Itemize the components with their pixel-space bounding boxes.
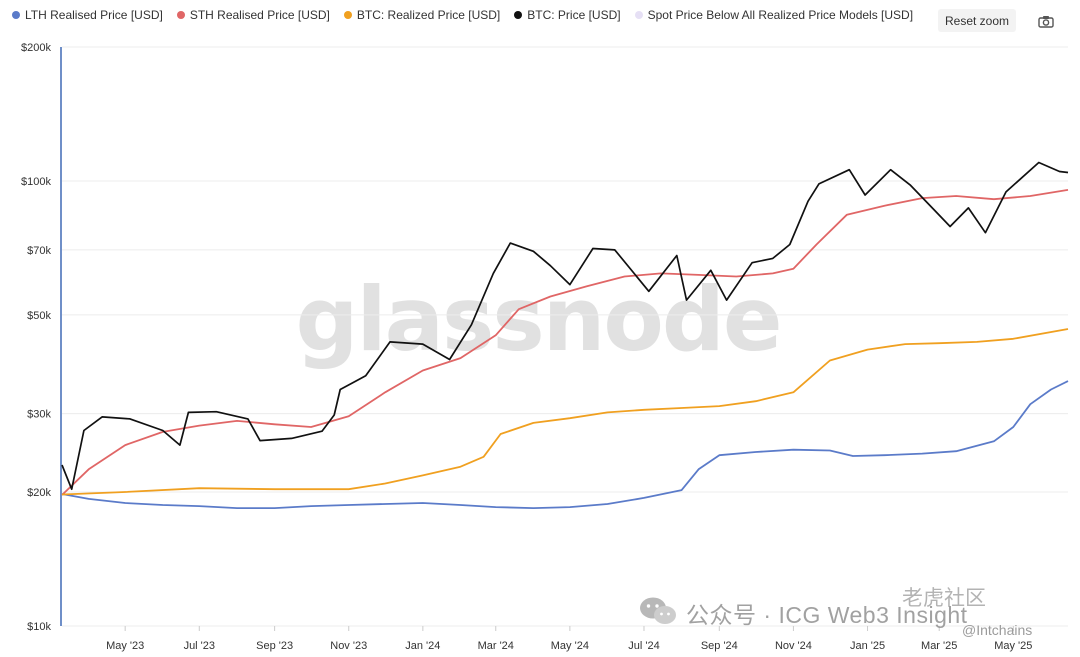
glassnode-watermark: glassnode xyxy=(295,268,780,371)
legend-marker xyxy=(176,11,185,19)
legend-label: STH Realised Price [USD] xyxy=(189,8,330,22)
series-line xyxy=(61,189,1069,496)
legend-item[interactable]: BTC: Realized Price [USD] xyxy=(343,8,501,22)
x-tick-label: Jul '23 xyxy=(184,640,215,652)
x-tick-label: May '25 xyxy=(994,640,1032,652)
legend-marker xyxy=(514,11,523,19)
x-tick-label: May '23 xyxy=(106,640,144,652)
legend-label: BTC: Price [USD] xyxy=(527,8,621,22)
legend-label: BTC: Realized Price [USD] xyxy=(356,8,501,22)
x-tick-label: Jan '25 xyxy=(850,640,885,652)
series-line xyxy=(61,380,1069,509)
chart-legend: LTH Realised Price [USD] STH Realised Pri… xyxy=(12,8,913,22)
y-tick-label: $100k xyxy=(21,176,51,188)
wechat-icon xyxy=(638,595,678,632)
legend-marker xyxy=(12,11,20,19)
legend-item[interactable]: STH Realised Price [USD] xyxy=(176,8,330,22)
channel-watermark: 公众号 · ICG Web3 Insight xyxy=(686,602,968,628)
y-tick-label: $50k xyxy=(27,310,51,322)
legend-item[interactable]: Spot Price Below All Realized Price Mode… xyxy=(634,8,914,22)
series-line xyxy=(61,328,1069,496)
legend-label: LTH Realised Price [USD] xyxy=(25,8,163,22)
y-tick-label: $30k xyxy=(27,409,51,421)
x-tick-label: Sep '23 xyxy=(256,640,293,652)
y-tick-label: $10k xyxy=(27,621,51,633)
site-watermark: 老虎社区 xyxy=(902,587,986,610)
legend-marker xyxy=(343,11,352,19)
legend-item[interactable]: BTC: Price [USD] xyxy=(514,8,621,22)
camera-icon[interactable] xyxy=(1034,10,1058,32)
legend-marker xyxy=(634,11,643,19)
x-tick-label: Mar '24 xyxy=(478,640,514,652)
y-tick-label: $20k xyxy=(27,487,51,499)
x-tick-label: Nov '23 xyxy=(330,640,367,652)
site-watermark-handle: @Intchains xyxy=(962,622,1033,638)
y-tick-label: $200k xyxy=(21,42,51,54)
legend-item[interactable]: LTH Realised Price [USD] xyxy=(12,8,163,22)
legend-label: Spot Price Below All Realized Price Mode… xyxy=(647,8,914,22)
reset-zoom-button[interactable]: Reset zoom xyxy=(938,9,1016,32)
x-tick-label: Jan '24 xyxy=(405,640,440,652)
x-tick-label: May '24 xyxy=(551,640,589,652)
x-tick-label: Mar '25 xyxy=(921,640,957,652)
x-tick-label: Jul '24 xyxy=(628,640,659,652)
y-tick-label: $70k xyxy=(27,245,51,257)
series-line xyxy=(61,161,1069,491)
x-tick-label: Sep '24 xyxy=(701,640,738,652)
x-tick-label: Nov '24 xyxy=(775,640,812,652)
